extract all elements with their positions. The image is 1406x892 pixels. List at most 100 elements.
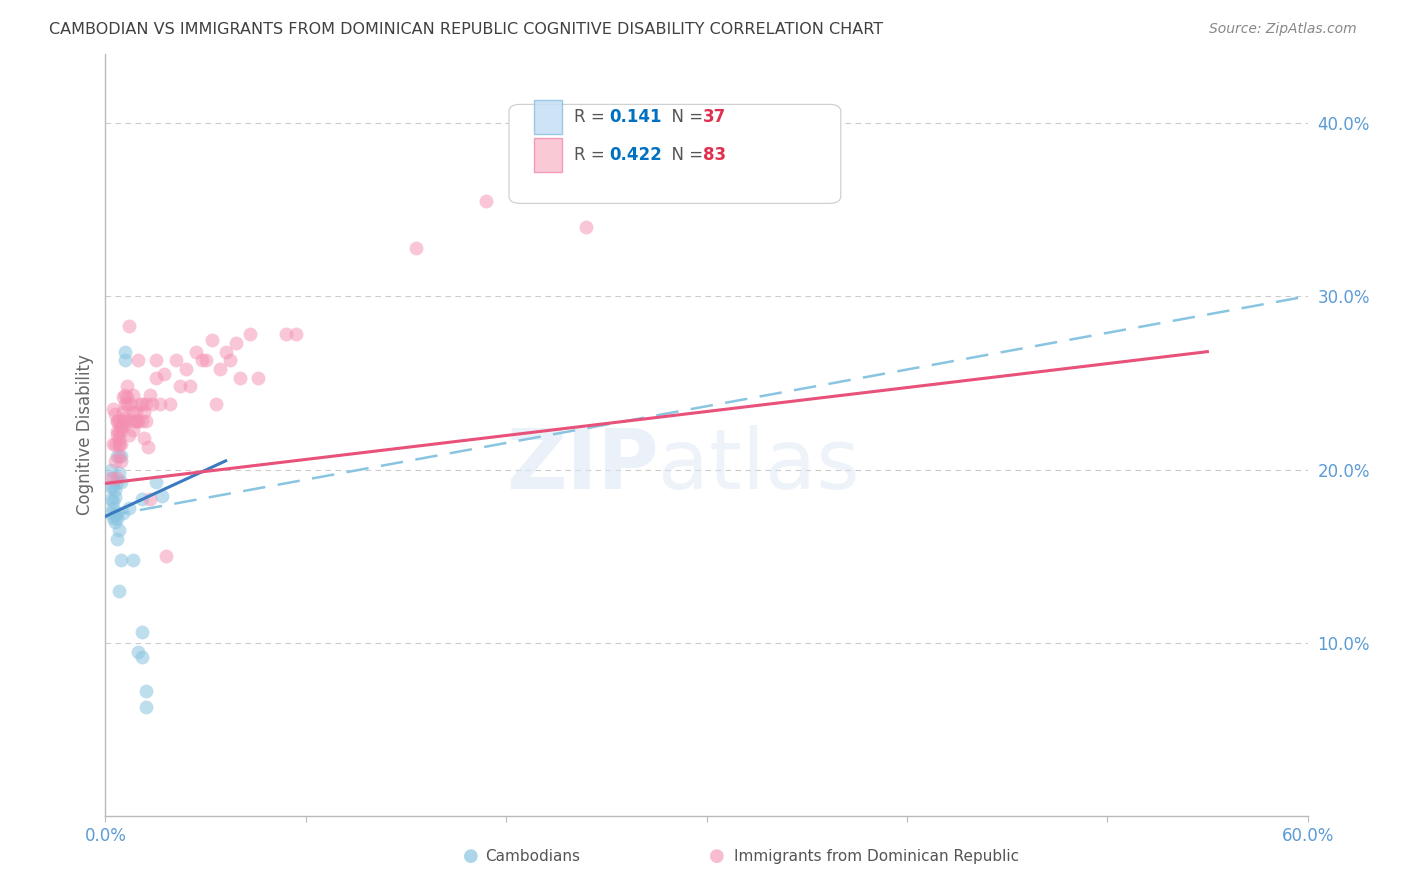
Point [117,379,139,393]
Point [108,431,131,445]
Text: CAMBODIAN VS IMMIGRANTS FROM DOMINICAN REPUBLIC COGNITIVE DISABILITY CORRELATION: CAMBODIAN VS IMMIGRANTS FROM DOMINICAN R… [49,22,883,37]
Point [110,449,132,463]
Point [114,397,136,411]
Point [114,353,136,368]
Text: Cambodians: Cambodians [485,849,581,863]
Point [127,353,149,368]
Point [208,362,231,376]
Point [107,414,129,428]
Point [107,532,129,546]
Point [201,333,224,347]
Point [152,367,174,381]
Point [190,353,212,368]
Point [135,397,157,411]
Point [110,454,132,468]
Point [107,449,129,463]
Text: N =: N = [661,108,709,126]
Point [110,552,132,566]
Point [117,390,139,404]
Point [122,388,145,402]
Y-axis label: Cognitive Disability: Cognitive Disability [76,354,94,516]
Text: N =: N = [661,146,709,164]
Point [141,397,163,411]
Point [135,414,157,428]
Point [100,480,122,494]
Point [124,414,146,428]
Point [103,436,125,450]
Point [118,500,141,515]
Point [218,353,240,368]
Point [159,397,181,411]
Text: 0.422: 0.422 [609,146,662,164]
Point [155,549,177,564]
Point [107,428,129,442]
Point [110,436,132,450]
Point [131,649,153,664]
Point [108,583,131,598]
Point [405,241,427,255]
Point [108,436,131,450]
Point [104,515,127,529]
Point [103,500,125,515]
Point [121,414,143,428]
Point [138,388,160,402]
Point [124,414,146,428]
Point [246,370,269,384]
Point [118,318,141,333]
Point [107,414,129,428]
Point [104,407,127,421]
Point [104,508,127,522]
Text: ●: ● [463,847,479,865]
Point [108,466,131,480]
Point [138,491,160,506]
Point [169,379,191,393]
Point [127,644,149,658]
Point [135,684,157,698]
Point [284,327,307,342]
Point [107,511,129,525]
Text: Immigrants from Dominican Republic: Immigrants from Dominican Republic [734,849,1019,863]
Point [145,370,167,384]
Point [103,493,125,508]
Point [112,506,135,520]
Point [150,489,173,503]
Point [131,625,153,640]
Point [112,405,135,419]
Point [122,405,145,419]
Point [127,414,149,428]
Point [575,219,598,234]
Point [122,552,145,566]
Point [118,428,141,442]
Point [274,327,297,342]
Point [148,397,170,411]
Point [228,370,250,384]
Point [145,353,167,368]
Point [114,388,136,402]
Point [179,379,201,393]
Point [112,390,135,404]
Point [107,425,129,439]
Text: Source: ZipAtlas.com: Source: ZipAtlas.com [1209,22,1357,37]
Point [112,419,135,434]
Point [131,491,153,506]
Point [122,423,145,437]
Point [110,425,132,439]
Point [225,336,247,351]
Point [214,344,236,359]
Point [100,462,122,476]
Point [124,405,146,419]
Point [104,454,127,468]
Point [107,506,129,520]
Point [114,414,136,428]
Point [103,471,125,485]
Text: ZIP: ZIP [506,425,658,506]
Point [110,475,132,489]
Text: 0.141: 0.141 [609,108,661,126]
Point [103,401,125,416]
Point [165,353,187,368]
Point [114,410,136,425]
Point [100,491,122,506]
Point [108,523,131,537]
Point [100,506,122,520]
Point [117,397,139,411]
